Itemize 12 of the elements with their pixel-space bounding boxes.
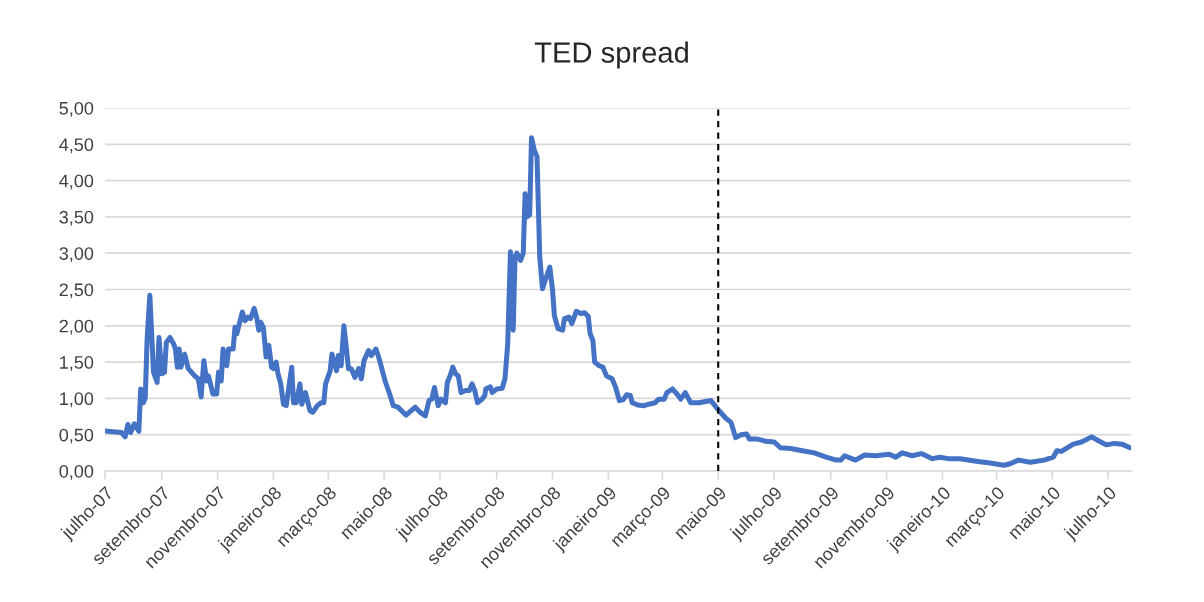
y-tick-label: 1,50	[60, 356, 94, 371]
chart-title: TED spread	[534, 41, 688, 69]
y-tick-label: 2,50	[59, 283, 94, 299]
y-tick-label: 3,00	[59, 247, 94, 263]
y-tick-label: 4,00	[59, 174, 94, 190]
y-tick-label: 5,00	[59, 101, 94, 117]
y-tick-label: 1,00	[60, 392, 94, 408]
y-tick-label: 0,50	[59, 428, 94, 444]
y-tick-label: 3,50	[59, 210, 94, 226]
y-tick-label: 4,50	[59, 138, 94, 154]
y-tick-label: 0,00	[59, 464, 94, 480]
y-tick-label: 2,00	[59, 319, 94, 335]
